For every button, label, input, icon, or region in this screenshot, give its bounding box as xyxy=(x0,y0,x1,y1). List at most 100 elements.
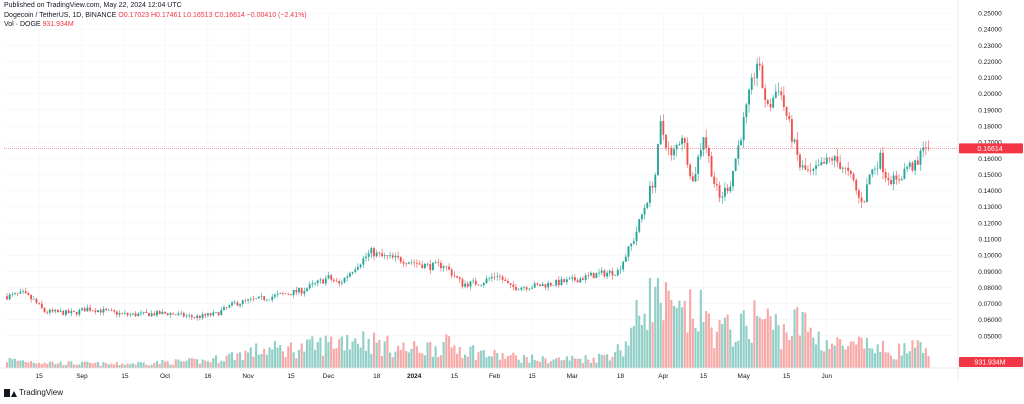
candle-body xyxy=(900,178,903,181)
volume-bar xyxy=(790,336,793,368)
candle-body xyxy=(306,288,308,291)
candle-body xyxy=(643,207,646,215)
candle-body xyxy=(94,310,97,313)
candle-body xyxy=(598,272,600,274)
tradingview-logo-icon xyxy=(4,388,17,397)
volume-bar xyxy=(16,360,19,368)
volume-bar xyxy=(212,358,215,368)
candle-body xyxy=(560,279,563,286)
candle-body xyxy=(657,144,659,176)
volume-bar xyxy=(177,359,180,368)
candle-body xyxy=(228,305,231,308)
candle-body xyxy=(316,280,319,283)
volume-bar xyxy=(367,338,370,368)
candle-body xyxy=(188,315,191,316)
candle-body xyxy=(381,253,383,257)
volume-legend-label[interactable]: Vol · DOGE xyxy=(4,21,41,28)
candle-body xyxy=(161,311,164,315)
volume-bar xyxy=(772,329,775,368)
volume-bar xyxy=(498,359,501,368)
footer-brand[interactable]: TradingView xyxy=(4,388,63,397)
volume-bar xyxy=(461,357,464,368)
volume-bar xyxy=(482,350,485,368)
volume-bar xyxy=(656,278,660,368)
volume-bar xyxy=(439,355,443,368)
volume-bar xyxy=(544,358,547,368)
volume-bar xyxy=(624,341,627,368)
price-axis[interactable]: 0.25000 0.24000 0.23000 0.22000 0.21000 0.200… xyxy=(0,0,1024,380)
volume-bar xyxy=(22,360,25,368)
volume-bar xyxy=(798,335,802,368)
volume-bar xyxy=(447,336,451,368)
candle-body xyxy=(772,97,775,108)
candle-body xyxy=(622,261,625,270)
candle-body xyxy=(549,283,552,286)
candle-body xyxy=(265,299,268,301)
volume-bar xyxy=(330,336,333,368)
time-axis[interactable]: 15 Sep 15 Oct 16 Nov 15 Dec 18 2024 15 Feb 15 Mar 18 Ap… xyxy=(36,373,833,380)
volume-bar xyxy=(587,359,590,368)
price-tick-label: 0.24000 xyxy=(978,27,1002,34)
volume-bar xyxy=(230,352,234,368)
volume-bar xyxy=(359,347,362,368)
candle-body xyxy=(62,310,65,315)
volume-bar xyxy=(670,299,673,368)
price-tick-label: 0.18000 xyxy=(978,124,1002,131)
candle-body xyxy=(105,308,108,311)
candle-body xyxy=(724,187,726,197)
volume-bar xyxy=(640,325,643,368)
candle-body xyxy=(426,263,429,265)
volume-bar xyxy=(190,358,193,368)
volume-bar xyxy=(201,359,204,368)
volume-bar xyxy=(581,363,585,368)
candle-body xyxy=(592,272,595,279)
volume-legend-value: 931.934M xyxy=(42,21,74,28)
volume-bar xyxy=(169,364,172,368)
candle-body xyxy=(825,157,828,164)
price-tick-label: 0.20000 xyxy=(978,91,1002,98)
price-tick-label: 0.13000 xyxy=(978,204,1002,211)
volume-bar xyxy=(118,365,121,368)
symbol-name[interactable]: Dogecoin / TetherUS, 1D, BINANCE xyxy=(4,12,117,19)
candle-body xyxy=(769,103,772,108)
volume-bar xyxy=(764,318,767,368)
volume-bar xyxy=(137,361,140,368)
volume-bar xyxy=(857,336,860,368)
candle-body xyxy=(796,139,799,155)
volume-bar xyxy=(697,331,700,368)
candle-body xyxy=(11,293,14,295)
candle-body xyxy=(118,312,121,315)
candle-body xyxy=(249,298,252,300)
price-tick-label: 0.14000 xyxy=(978,188,1002,195)
candle-body xyxy=(156,311,158,316)
candle-body xyxy=(16,293,19,294)
candle-body xyxy=(914,160,917,171)
volume-bar xyxy=(897,343,901,368)
volume-bar xyxy=(236,353,239,368)
volume-bar xyxy=(608,360,611,368)
candle-body xyxy=(812,168,815,171)
candle-body xyxy=(281,293,284,294)
candle-body xyxy=(332,279,335,281)
volume-bar xyxy=(32,362,35,368)
candle-body xyxy=(745,104,748,117)
candle-body xyxy=(836,156,839,163)
candle-body xyxy=(686,142,689,165)
last-price-label: 0.16614 xyxy=(977,146,1002,153)
volume-bar xyxy=(750,342,753,368)
volume-bar xyxy=(919,342,922,368)
volume-bar xyxy=(147,365,151,368)
time-tick-label: Apr xyxy=(658,373,669,380)
volume-bar xyxy=(244,350,247,368)
volume-bar xyxy=(434,346,437,368)
time-tick-label: Mar xyxy=(567,373,579,380)
volume-bar xyxy=(238,352,242,368)
volume-bar xyxy=(702,322,705,368)
volume-bar xyxy=(405,351,408,368)
volume-bar xyxy=(418,352,421,368)
candle-body xyxy=(761,65,764,89)
volume-bar xyxy=(166,361,169,368)
volume-bar xyxy=(742,310,745,368)
candle-body xyxy=(474,280,477,285)
